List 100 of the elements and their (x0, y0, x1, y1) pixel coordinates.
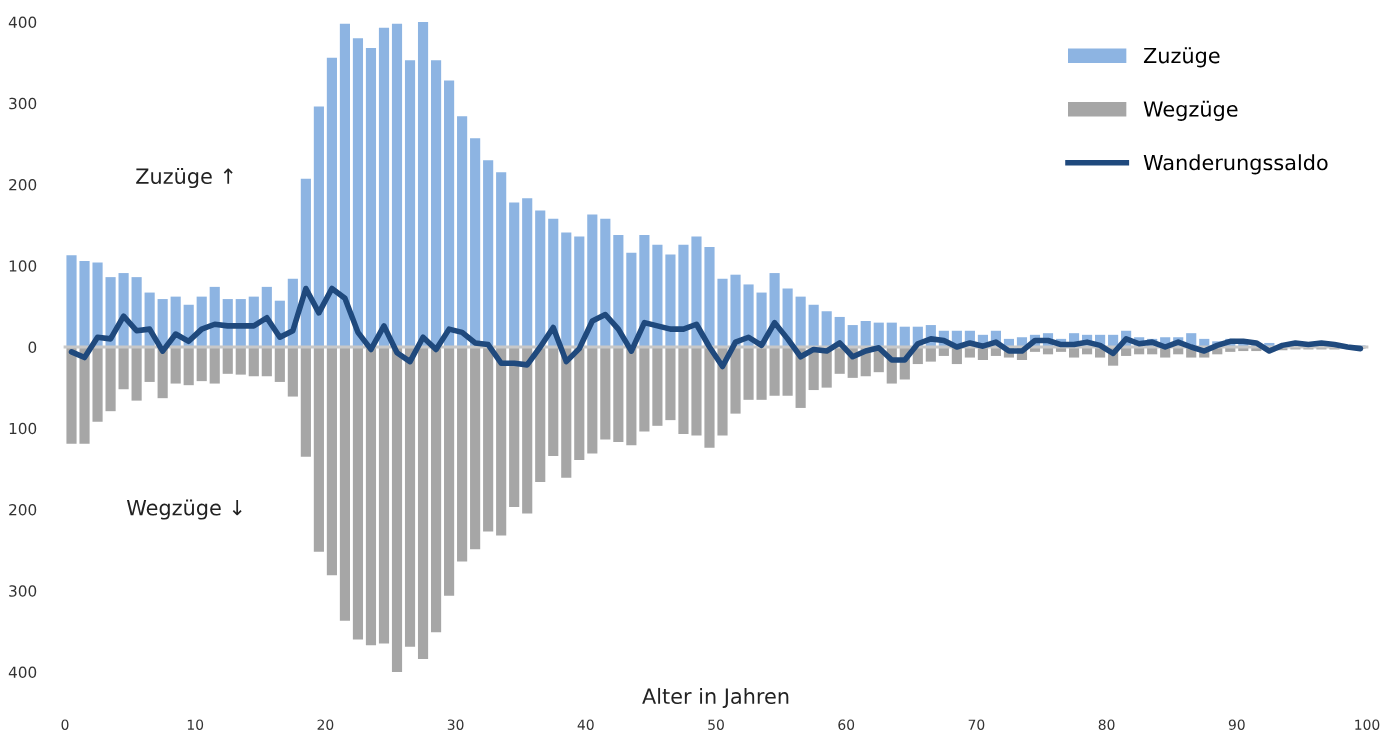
y-tick-label: 200 (9, 503, 37, 516)
bar (209, 347, 220, 384)
bar (352, 347, 364, 640)
bar (417, 22, 429, 347)
bar (730, 274, 741, 347)
bar (587, 347, 598, 454)
bar (847, 325, 858, 347)
bar (365, 347, 377, 646)
bar (795, 296, 806, 347)
bar (574, 347, 585, 460)
bar (522, 198, 533, 347)
x-axis-title: Alter in Jahren (642, 687, 789, 708)
y-tick-label: 100 (9, 422, 37, 435)
bar (665, 347, 676, 421)
bar (873, 322, 884, 347)
bar (509, 202, 520, 347)
bar (704, 247, 715, 347)
x-tick-label: 50 (708, 719, 724, 730)
x-tick-label: 60 (838, 719, 855, 730)
bar (391, 347, 403, 672)
bar (743, 347, 754, 400)
bar (222, 347, 233, 374)
x-tick-label: 80 (1098, 719, 1115, 730)
bar (79, 347, 90, 444)
x-tick-label: 100 (1355, 719, 1380, 730)
y-tick-label: 0 (28, 341, 37, 354)
bar (79, 260, 90, 347)
bar (730, 347, 741, 414)
bar (339, 347, 351, 621)
bar (535, 347, 546, 482)
bar (691, 236, 702, 347)
bar (352, 38, 364, 347)
bar (574, 236, 585, 347)
bar (717, 278, 728, 347)
bar (444, 80, 455, 347)
bar (457, 347, 468, 562)
x-tick-label: 0 (61, 719, 69, 730)
y-tick-label: 400 (8, 666, 37, 679)
bar (808, 304, 819, 347)
bar (496, 347, 507, 536)
bar (118, 347, 129, 390)
bar (678, 347, 689, 434)
bar (444, 347, 455, 596)
bar (587, 214, 598, 347)
bar (196, 347, 207, 382)
bar (430, 60, 442, 347)
bar (886, 322, 897, 347)
bar (105, 347, 116, 412)
bar (652, 244, 663, 347)
bar (300, 347, 311, 457)
bar (561, 232, 572, 347)
y-tick-label: 300 (9, 585, 37, 597)
bar (613, 347, 624, 443)
bar (860, 321, 871, 347)
bar (92, 262, 103, 347)
bar (313, 347, 324, 552)
bar (1068, 347, 1080, 358)
bar (678, 244, 689, 347)
bar (600, 347, 611, 440)
bar (496, 172, 507, 347)
bar (964, 347, 975, 358)
bar (470, 138, 481, 347)
bar (821, 311, 832, 347)
bar (834, 347, 845, 374)
bar (92, 347, 103, 422)
bar (365, 48, 377, 347)
bar (261, 347, 272, 377)
bar (404, 60, 416, 347)
bar (313, 106, 324, 347)
bar (326, 57, 337, 347)
bar (183, 347, 194, 386)
bar (339, 23, 351, 347)
bar (404, 347, 416, 647)
bar (899, 326, 910, 347)
bar (548, 347, 559, 456)
bar (561, 347, 572, 478)
bar (274, 347, 285, 382)
bar (769, 347, 780, 396)
bar (782, 347, 793, 396)
x-tick-label: 40 (577, 719, 594, 730)
bar (626, 347, 637, 446)
legend-label: Wanderungssaldo (1143, 154, 1328, 175)
bar (470, 347, 481, 550)
y-tick-label: 400 (8, 16, 37, 29)
x-tick-label: 90 (1228, 719, 1245, 730)
annotation: Wegzüge ↓ (126, 499, 242, 520)
bar (483, 160, 494, 347)
bar (535, 210, 546, 347)
x-tick-label: 10 (187, 719, 204, 730)
bar (626, 252, 637, 347)
bar (287, 347, 298, 397)
bar (691, 347, 702, 436)
bar (248, 347, 259, 377)
y-tick-label: 300 (9, 97, 37, 110)
y-tick-label: 200 (9, 178, 37, 191)
y-tick-label: 100 (9, 260, 37, 272)
bar (600, 218, 611, 347)
bar (391, 23, 403, 347)
bar (326, 347, 337, 576)
bar (417, 347, 429, 659)
